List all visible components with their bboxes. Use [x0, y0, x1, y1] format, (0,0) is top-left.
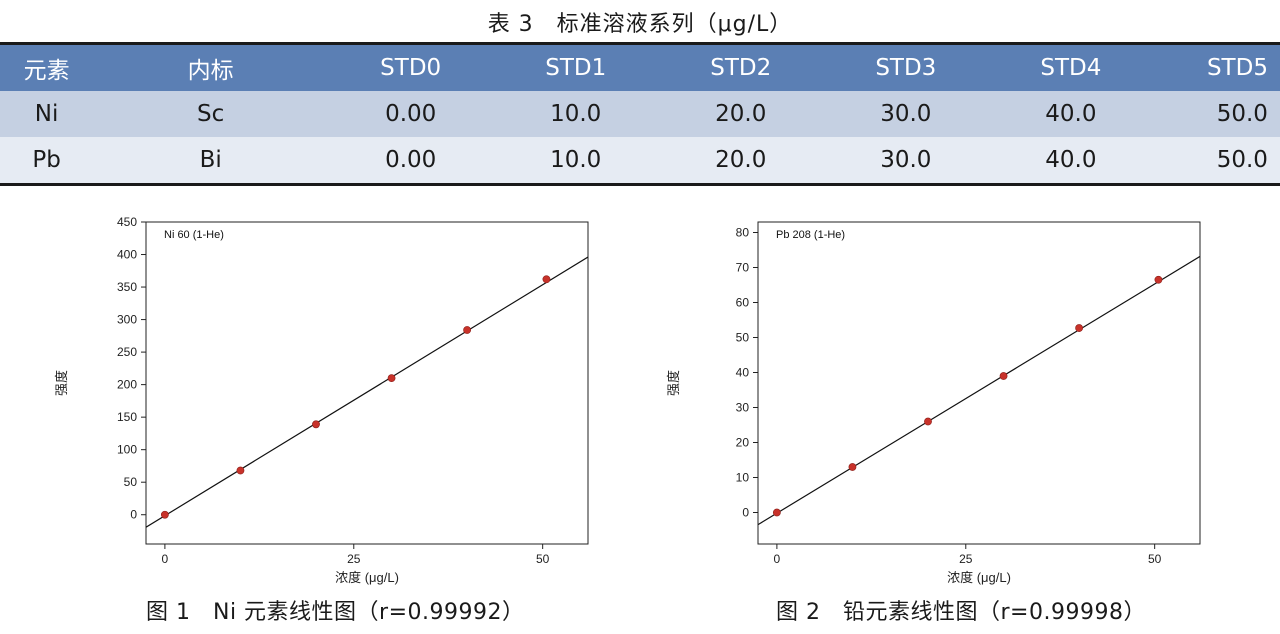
y-tick-label: 100	[117, 443, 137, 457]
table-cell: Ni	[34, 101, 59, 127]
y-tick-label: 30	[736, 401, 750, 415]
header-cell: STD2	[710, 55, 772, 81]
series-label: Ni 60 (1-He)	[164, 229, 224, 241]
y-tick-label: 0	[130, 508, 137, 522]
x-tick-label: 0	[774, 552, 781, 566]
figure1-caption: 图 1 Ni 元素线性图（r=0.99992）	[146, 600, 525, 625]
table-row: Ni Sc 0.00 10.0 20.0 30.0 40.0 50.0	[0, 91, 1280, 137]
y-tick-label: 60	[736, 296, 750, 310]
data-point	[848, 463, 857, 471]
y-tick-label: 50	[124, 475, 138, 489]
table-cell: 0.00	[385, 147, 437, 173]
y-tick-label: 10	[736, 471, 750, 485]
y-tick-label: 250	[117, 345, 137, 359]
x-tick-label: 50	[536, 552, 550, 566]
header-cell: 内标	[187, 58, 234, 84]
table-cell: 10.0	[550, 147, 602, 173]
header-cell: STD0	[380, 55, 442, 81]
y-tick-label: 70	[736, 261, 750, 275]
data-point	[772, 508, 781, 517]
table-cell: 10.0	[550, 101, 602, 127]
data-point	[542, 275, 551, 284]
ni-calibration-chart: 0 50 100 150 200 250 300 350 400 450 0 25 50 Ni 60 (1…	[40, 196, 610, 588]
y-tick-label: 300	[117, 313, 137, 327]
table-cell: 20.0	[715, 101, 767, 127]
table-cell: Bi	[199, 147, 222, 173]
y-tick-label: 50	[736, 331, 750, 345]
header-cell: STD5	[1206, 55, 1268, 81]
table-cell: 20.0	[715, 147, 767, 173]
table-title: 表 3 标准溶液系列（μg/L）	[487, 12, 793, 37]
table-cell: 40.0	[1045, 101, 1097, 127]
fit-line	[146, 256, 588, 528]
data-point	[463, 326, 472, 334]
data-point	[236, 466, 245, 475]
table-row: Pb Bi 0.00 10.0 20.0 30.0 40.0 50.0	[0, 137, 1280, 183]
data-point	[1075, 324, 1084, 332]
x-tick-label: 25	[959, 552, 973, 566]
y-tick-label: 80	[736, 226, 750, 240]
y-axis-label: 强度	[54, 370, 69, 396]
table-cell: Pb	[32, 147, 61, 173]
y-tick-label: 20	[736, 436, 750, 450]
data-point	[312, 420, 320, 429]
y-tick-label: 450	[117, 215, 137, 229]
fit-line	[758, 255, 1200, 526]
table-cell: 0.00	[385, 101, 437, 127]
data-point	[924, 417, 932, 426]
x-tick-label: 25	[347, 552, 361, 566]
y-tick-label: 40	[736, 366, 750, 380]
header-cell: STD4	[1040, 55, 1102, 81]
table-cell: 50.0	[1216, 147, 1268, 173]
x-axis-label: 浓度 (μg/L)	[335, 570, 399, 585]
data-point	[1154, 275, 1163, 284]
table-header-row: 元素 内标 STD0 STD1 STD2 STD3 STD4 STD5	[0, 45, 1280, 91]
table-cell: 40.0	[1045, 147, 1097, 173]
figure2-caption: 图 2 铅元素线性图（r=0.99998）	[776, 600, 1146, 625]
table-cell: 50.0	[1216, 101, 1268, 127]
plot-frame	[145, 221, 589, 545]
y-tick-label: 400	[117, 248, 137, 262]
series-label: Pb 208 (1-He)	[776, 229, 845, 241]
plot-frame	[757, 221, 1201, 545]
header-cell: STD1	[545, 55, 607, 81]
y-tick-label: 0	[742, 506, 749, 520]
header-cell: 元素	[23, 58, 70, 84]
pb-chart-svg: 0 10 20 30 40 50 60 70 80 0 25 50 Pb 208 (1-He) 浓度 (μ…	[666, 221, 1201, 585]
x-tick-label: 50	[1148, 552, 1162, 566]
ni-chart-svg: 0 50 100 150 200 250 300 350 400 450 0 25 50 Ni 60 (1…	[54, 215, 589, 585]
data-point	[999, 372, 1008, 380]
x-tick-label: 0	[162, 552, 169, 566]
y-tick-label: 150	[117, 410, 137, 424]
table-cell: 30.0	[880, 101, 932, 127]
data-point	[387, 374, 396, 383]
header-cell: STD3	[875, 55, 937, 81]
y-tick-label: 200	[117, 378, 137, 392]
table-cell: Sc	[197, 101, 225, 127]
x-axis-label: 浓度 (μg/L)	[947, 570, 1011, 585]
standard-solution-table: 元素 内标 STD0 STD1 STD2 STD3 STD4 STD5 Ni S…	[0, 42, 1280, 186]
pb-calibration-chart: 0 10 20 30 40 50 60 70 80 0 25 50 Pb 208 (1-He) 浓度 (μ…	[652, 196, 1222, 588]
y-tick-label: 350	[117, 280, 137, 294]
table-cell: 30.0	[880, 147, 932, 173]
y-axis-label: 强度	[666, 370, 681, 396]
data-point	[160, 510, 169, 519]
